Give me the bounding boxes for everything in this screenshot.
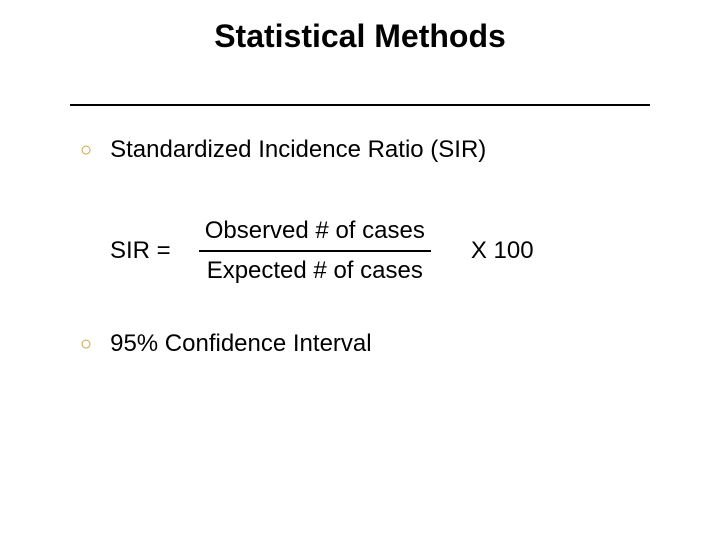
formula-numerator: Observed # of cases [199, 214, 431, 250]
list-item: ○ Standardized Incidence Ratio (SIR) [80, 136, 486, 164]
bullet-icon: ○ [80, 140, 92, 160]
slide: Statistical Methods ○ Standardized Incid… [0, 0, 720, 540]
bullet-list-1: ○ Standardized Incidence Ratio (SIR) [80, 136, 486, 164]
bullet-icon: ○ [80, 334, 92, 354]
slide-title: Statistical Methods [0, 18, 720, 55]
formula-multiplier: X 100 [471, 237, 534, 265]
title-underline [70, 104, 650, 106]
bullet-list-2: ○ 95% Confidence Interval [80, 330, 372, 358]
bullet-text: 95% Confidence Interval [110, 330, 372, 358]
formula-lhs: SIR = [110, 237, 171, 265]
list-item: ○ 95% Confidence Interval [80, 330, 372, 358]
formula-denominator: Expected # of cases [201, 252, 429, 288]
bullet-text: Standardized Incidence Ratio (SIR) [110, 136, 486, 164]
formula-fraction: Observed # of cases Expected # of cases [199, 214, 431, 287]
sir-formula: SIR = Observed # of cases Expected # of … [110, 214, 534, 287]
